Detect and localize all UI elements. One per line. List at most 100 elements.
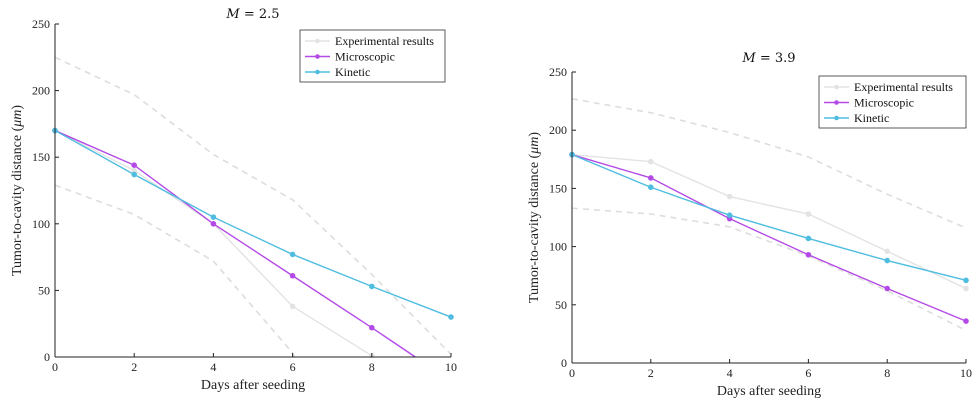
legend-label: Microscopic: [854, 96, 914, 110]
x-tick-label: 10: [445, 360, 457, 374]
data-point-kinetic: [805, 235, 812, 242]
legend-swatch-marker: [834, 84, 839, 90]
data-point-experimental-results: [648, 158, 654, 165]
confidence-bound-1: [54, 184, 296, 358]
series-line-experimental-results: [54, 129, 373, 357]
y-axis-label-unit: μm: [10, 110, 25, 128]
y-tick-label: 100: [32, 217, 50, 231]
y-axis-label: Tumor-to-cavity distance (μm): [10, 105, 25, 276]
legend-entry-kinetic: Kinetic: [305, 65, 370, 79]
chart-title: M = 3.9: [741, 51, 795, 66]
y-tick-label: 250: [549, 65, 567, 79]
legend-entry-experimental-results: Experimental results: [824, 80, 953, 94]
y-axis-label-close: ): [527, 132, 542, 137]
y-axis-label-text: Tumor-to-cavity distance (: [10, 126, 25, 276]
legend-entry-kinetic: Kinetic: [824, 111, 889, 125]
legend-swatch-marker: [834, 115, 839, 121]
x-tick-label: 6: [290, 360, 296, 374]
x-tick-label: 0: [569, 366, 575, 380]
chart-title: M = 2.5: [225, 7, 279, 22]
series-kinetic: [569, 151, 969, 284]
data-point-experimental-results: [726, 193, 733, 200]
x-tick-label: 2: [131, 360, 137, 374]
y-tick-label: 100: [549, 240, 567, 254]
series-line-kinetic: [571, 153, 967, 282]
y-tick-label: 0: [561, 356, 567, 370]
legend-entry-experimental-results: Experimental results: [305, 34, 434, 48]
chart-title-value: = 2.5: [240, 7, 280, 22]
x-tick-label: 0: [52, 360, 58, 374]
data-point-microscopic: [131, 162, 137, 168]
x-tick-label: 6: [805, 366, 811, 380]
data-point-experimental-results: [289, 303, 296, 310]
data-point-microscopic: [289, 272, 296, 279]
confidence-bound-1: [571, 207, 967, 332]
chart-title-variable: M: [225, 7, 240, 22]
legend-label: Kinetic: [854, 111, 889, 125]
series-line-experimental-results: [571, 153, 967, 290]
data-point-microscopic: [648, 175, 654, 181]
x-axis-label: Days after seeding: [201, 378, 305, 393]
x-tick-label: 8: [369, 360, 375, 374]
data-point-kinetic: [884, 257, 891, 264]
y-tick-label: 150: [549, 181, 567, 195]
chart-title-value: = 3.9: [756, 51, 796, 66]
y-tick-label: 0: [44, 350, 50, 364]
legend-label: Experimental results: [854, 80, 953, 94]
legend-swatch-marker: [315, 38, 320, 44]
legend-swatch-marker: [315, 69, 320, 75]
y-tick-label: 200: [549, 123, 567, 137]
y-axis-label-text: Tumor-to-cavity distance (: [527, 153, 542, 303]
data-point-microscopic: [884, 285, 891, 292]
x-tick-label: 8: [884, 366, 890, 380]
y-tick-label: 50: [38, 283, 50, 297]
data-point-kinetic: [369, 283, 375, 290]
series-line-microscopic: [571, 153, 967, 322]
legend-swatch-marker: [315, 54, 320, 59]
x-tick-label: 4: [210, 360, 216, 374]
data-point-kinetic: [726, 212, 733, 218]
series-kinetic: [52, 127, 454, 320]
x-tick-label: 2: [648, 366, 654, 380]
series-experimental-results: [52, 127, 375, 359]
y-tick-label: 150: [32, 150, 50, 164]
series-line-microscopic: [54, 129, 416, 358]
y-tick-label: 250: [32, 17, 50, 31]
data-point-kinetic: [131, 171, 137, 178]
data-point-kinetic: [448, 314, 454, 320]
data-point-microscopic: [963, 318, 969, 324]
y-tick-label: 200: [32, 84, 50, 98]
legend-label: Kinetic: [335, 65, 370, 79]
data-point-kinetic: [963, 277, 969, 284]
legend-swatch-marker: [834, 100, 839, 105]
legend-entry-microscopic: Microscopic: [305, 50, 395, 64]
legend-label: Microscopic: [335, 50, 395, 64]
x-tick-label: 4: [727, 366, 733, 380]
data-point-kinetic: [289, 251, 296, 258]
data-point-microscopic: [210, 221, 217, 227]
data-point-microscopic: [369, 324, 375, 331]
data-point-microscopic: [805, 251, 812, 258]
data-point-kinetic: [648, 184, 654, 191]
series-experimental-results: [569, 151, 969, 292]
x-axis-label: Days after seeding: [717, 384, 821, 399]
chart-title-variable: M: [741, 51, 756, 66]
confidence-bound-0: [54, 56, 452, 355]
confidence-bound-0: [571, 97, 967, 229]
data-point-experimental-results: [884, 248, 891, 255]
x-tick-label: 10: [960, 366, 972, 380]
legend-label: Experimental results: [335, 34, 434, 48]
legend-entry-microscopic: Microscopic: [824, 96, 914, 110]
series-line-kinetic: [54, 129, 452, 318]
y-axis-label-unit: μm: [527, 137, 542, 155]
y-axis-label: Tumor-to-cavity distance (μm): [527, 132, 542, 303]
y-axis-label-close: ): [10, 105, 25, 110]
series-microscopic: [52, 127, 416, 358]
y-tick-label: 50: [555, 298, 567, 312]
data-point-kinetic: [210, 214, 217, 220]
